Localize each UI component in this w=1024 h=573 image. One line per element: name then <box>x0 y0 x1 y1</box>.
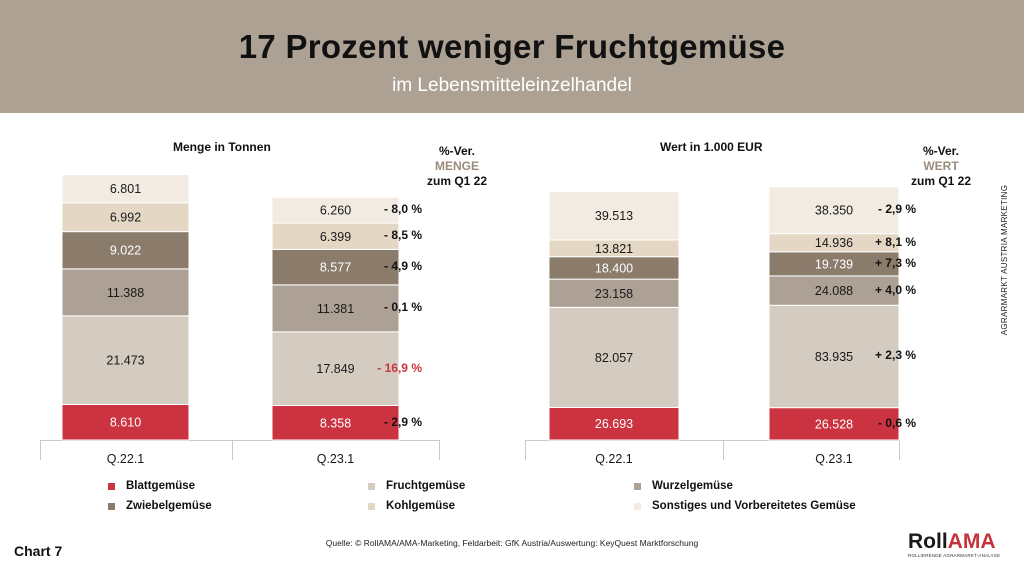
wert-header-line1: %-Ver. <box>922 144 960 158</box>
wert-change-label: - 2,9 % <box>877 202 916 217</box>
menge-header-line1: %-Ver. <box>438 144 476 158</box>
wert-data-label: 14.936 <box>815 236 853 250</box>
wert-data-label: 38.350 <box>815 204 853 218</box>
logo-ama-text: AMA <box>947 530 996 553</box>
legend-item: Wurzelgemüse <box>634 480 733 492</box>
legend-item: Fruchtgemüse <box>368 480 465 492</box>
menge-data-label: 21.473 <box>106 354 144 368</box>
menge-bar-segment <box>271 248 400 286</box>
menge-data-label: 6.992 <box>110 211 141 225</box>
menge-header-line2: MENGE <box>434 159 479 173</box>
wert-data-label: 19.739 <box>815 257 853 271</box>
logo-subtitle: ROLLIERENDE AGRARMARKT-ANALYSE <box>908 553 1001 558</box>
wert-data-label: 82.057 <box>595 351 633 365</box>
wert-change-label: + 8,1 % <box>874 234 916 249</box>
menge-change-label: - 0,1 % <box>383 300 422 315</box>
wert-data-label: 13.821 <box>595 242 633 256</box>
wert-change-label: + 4,0 % <box>874 282 916 297</box>
wert-data-label: 18.400 <box>595 261 633 275</box>
menge-change-label: - 2,9 % <box>383 414 422 429</box>
menge-change-label: - 4,9 % <box>383 259 422 274</box>
menge-data-label: 6.260 <box>320 204 351 218</box>
legend-swatch <box>634 502 641 510</box>
legend-label: Fruchtgemüse <box>386 480 466 492</box>
wert-data-label: 39.513 <box>595 209 633 223</box>
menge-change-label: - 8,5 % <box>383 228 422 243</box>
legend-swatch <box>368 482 375 490</box>
wert-bar-segment <box>768 186 900 235</box>
wert-header-line2: WERT <box>923 159 959 173</box>
menge-change-label: - 8,0 % <box>383 202 422 217</box>
legend-item: Kohlgemüse <box>368 500 455 512</box>
menge-data-label: 11.381 <box>317 302 354 316</box>
menge-data-label: 8.358 <box>320 416 351 430</box>
wert-bar-segment <box>768 251 900 277</box>
wert-bar-segment <box>768 275 900 306</box>
title-banner: 17 Prozent weniger Fruchtgemüse im Leben… <box>0 0 1024 113</box>
wert-data-label: 26.528 <box>815 417 853 431</box>
wert-bar-segment <box>548 306 680 408</box>
wert-change-header: %-Ver. WERT zum Q1 22 <box>896 144 986 189</box>
menge-chart-title: Menge in Tonnen <box>173 140 271 154</box>
menge-data-label: 6.801 <box>110 182 141 196</box>
menge-change-label: - 16,9 % <box>377 360 422 375</box>
legend-label: Blattgemüse <box>126 480 196 492</box>
rollama-logo: RollAMA ROLLIERENDE AGRARMARKT-ANALYSE <box>908 530 1001 559</box>
legend-label: Zwiebelgemüse <box>126 500 212 512</box>
chart-number: Chart 7 <box>14 543 63 559</box>
legend-swatch <box>634 482 641 490</box>
menge-bar-segment <box>271 284 400 333</box>
legend-swatch <box>108 502 115 510</box>
page-title: 17 Prozent weniger Fruchtgemüse <box>238 28 786 65</box>
legend-swatch <box>368 502 375 510</box>
wert-data-label: 83.935 <box>815 350 853 364</box>
menge-bar-segment <box>61 174 190 204</box>
menge-category-label: Q.23.1 <box>317 452 355 466</box>
menge-data-label: 8.577 <box>320 261 351 275</box>
wert-bar-segment <box>768 407 900 441</box>
menge-header-line3: zum Q1 22 <box>426 174 488 188</box>
wert-data-label: 23.158 <box>595 287 633 301</box>
side-vertical-text: AGRARMARKT AUSTRIA MARKETING <box>1000 184 1009 336</box>
menge-data-label: 9.022 <box>110 244 141 258</box>
menge-bar-segment <box>271 405 400 441</box>
menge-change-header: %-Ver. MENGE zum Q1 22 <box>412 144 502 189</box>
page-subtitle: im Lebensmitteleinzelhandel <box>392 75 632 96</box>
menge-data-label: 8.610 <box>110 416 141 430</box>
menge-bar-segment <box>61 315 190 405</box>
menge-bar-segment <box>271 222 400 250</box>
wert-chart-title: Wert in 1.000 EUR <box>660 140 763 154</box>
legend-label: Wurzelgemüse <box>652 480 733 492</box>
menge-data-label: 6.399 <box>320 230 351 244</box>
menge-category-label: Q.22.1 <box>107 452 145 466</box>
menge-data-label: 17.849 <box>316 362 354 376</box>
wert-bar-segment <box>548 406 680 441</box>
menge-data-label: 11.388 <box>107 286 144 300</box>
wert-change-label: - 0,6 % <box>877 415 916 430</box>
legend-item: Sonstiges und Vorbereitetes Gemüse <box>634 500 856 512</box>
wert-category-label: Q.23.1 <box>815 452 853 466</box>
wert-change-label: + 7,3 % <box>874 255 916 270</box>
menge-bar-segment <box>271 196 400 224</box>
wert-header-line3: zum Q1 22 <box>910 174 972 188</box>
wert-change-label: + 2,3 % <box>874 348 916 363</box>
legend-label: Sonstiges und Vorbereitetes Gemüse <box>652 500 856 512</box>
wert-data-label: 24.088 <box>815 284 853 298</box>
source-note: Quelle: © RollAMA/AMA-Marketing, Feldarb… <box>325 538 699 548</box>
wert-bar-segment <box>548 278 680 308</box>
legend-swatch <box>108 482 115 490</box>
wert-bar-segment <box>768 304 900 409</box>
wert-bar-segment <box>548 191 680 241</box>
menge-bar-segment <box>61 202 190 233</box>
logo-roll-text: Roll <box>908 530 948 553</box>
legend-label: Kohlgemüse <box>386 500 456 512</box>
wert-data-label: 26.693 <box>595 417 633 431</box>
wert-category-label: Q.22.1 <box>595 452 633 466</box>
legend-item: Zwiebelgemüse <box>108 500 212 512</box>
menge-bar-segment <box>271 331 400 407</box>
legend-item: Blattgemüse <box>108 480 195 492</box>
